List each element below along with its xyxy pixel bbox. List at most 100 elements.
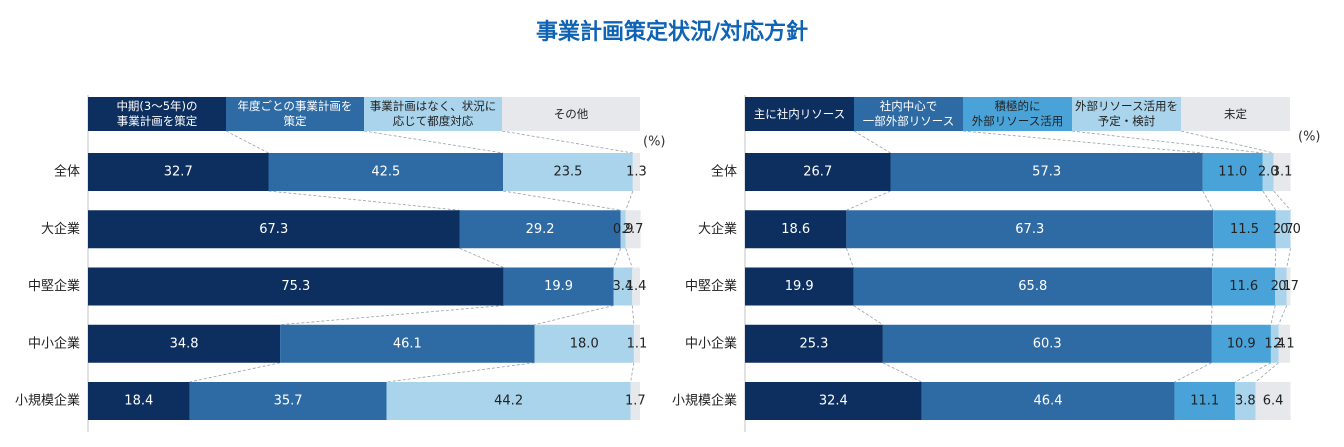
connector — [1071, 130, 1263, 154]
page-title: 事業計画策定状況/対応方針 — [535, 20, 809, 45]
category-label: 全体 — [54, 164, 80, 180]
bar-segment — [1202, 153, 1263, 191]
connector — [1274, 248, 1277, 268]
legend-item: 中期(3～5年)の 事業計画を策定 — [88, 97, 226, 131]
value-label: 11.1 — [1190, 394, 1219, 409]
connector — [501, 130, 633, 154]
value-label: 23.5 — [553, 165, 582, 180]
bar-segment — [189, 382, 387, 420]
category-label: 小規模企業 — [15, 393, 80, 409]
connector — [853, 305, 884, 326]
bar-segment — [613, 267, 633, 306]
value-label: 32.7 — [164, 165, 193, 180]
connector — [189, 362, 281, 383]
bar-segment — [1211, 324, 1271, 363]
bar-segment — [1174, 382, 1235, 420]
value-label: 0.0 — [1280, 222, 1301, 237]
connector — [625, 248, 633, 268]
bar-segment — [1270, 324, 1279, 363]
value-label: 1.3 — [626, 165, 647, 180]
category-label: 全体 — [711, 164, 737, 180]
legend-item: 未定 — [1181, 97, 1290, 131]
connector — [1270, 305, 1276, 325]
value-label: 29.2 — [526, 222, 555, 237]
bar-segment — [882, 324, 1212, 363]
legend-item: その他 — [502, 97, 640, 131]
value-label: 67.3 — [1015, 222, 1044, 237]
bar-segment — [280, 324, 535, 363]
bar-segment — [503, 153, 633, 191]
bar-segment — [386, 382, 631, 420]
value-label: 57.3 — [1032, 165, 1061, 180]
value-label: 19.9 — [544, 279, 573, 294]
bar-segment — [745, 153, 891, 191]
bar-segment — [88, 267, 504, 306]
bar-segment — [745, 210, 847, 249]
category-label: 中小企業 — [28, 335, 80, 351]
value-label: 35.7 — [274, 394, 303, 409]
value-label: 1.7 — [625, 394, 646, 409]
connector — [1262, 190, 1277, 211]
value-label: 11.5 — [1230, 222, 1259, 237]
value-label: 2.7 — [1273, 222, 1294, 237]
bar-segment — [1273, 153, 1291, 191]
legend-item: 社内中心で 一部外部リソース — [854, 97, 963, 131]
legend-item: 事業計画はなく、状況に 応じて都度対応 — [364, 97, 502, 131]
connector — [459, 247, 504, 268]
connector — [630, 362, 635, 383]
bar-segment — [632, 153, 640, 191]
value-label: 11.6 — [1229, 279, 1258, 294]
bar-segment — [503, 267, 614, 306]
bar-segment — [1278, 324, 1290, 363]
connector — [1174, 362, 1212, 383]
connector — [1255, 362, 1279, 383]
value-label: 75.3 — [281, 279, 310, 294]
bar-segment — [625, 210, 641, 249]
bar-segment — [1275, 210, 1291, 249]
value-label: 6.4 — [1263, 394, 1284, 409]
value-label: 18.4 — [124, 394, 153, 409]
connector — [1202, 190, 1214, 211]
value-label: 10.9 — [1227, 336, 1256, 351]
bar-segment — [630, 382, 640, 420]
bar-segment — [890, 153, 1203, 191]
value-label: 25.3 — [799, 336, 828, 351]
connector — [631, 305, 635, 325]
legend-item: 積極的に 外部リソース活用 — [963, 97, 1072, 131]
connector — [1180, 130, 1274, 154]
bar-segment — [88, 324, 281, 363]
value-label: 0.9 — [613, 222, 634, 237]
bar-segment — [459, 210, 621, 249]
connector — [1278, 305, 1288, 325]
value-label: 46.4 — [1034, 394, 1063, 409]
connector — [882, 362, 922, 383]
connector — [613, 248, 622, 268]
bar-segment — [846, 210, 1214, 249]
connector — [280, 305, 504, 326]
value-label: 34.8 — [170, 336, 199, 351]
value-label: 2.0 — [1258, 165, 1279, 180]
connector — [363, 130, 504, 154]
connector — [1273, 190, 1291, 211]
connector — [853, 130, 891, 154]
value-label: 32.4 — [819, 394, 848, 409]
unit-label: (%) — [643, 135, 666, 150]
bar-segment — [1255, 382, 1291, 420]
value-label: 46.1 — [393, 336, 422, 351]
connector — [845, 248, 854, 268]
connector — [1211, 305, 1213, 325]
bar-segment — [633, 324, 640, 363]
value-label: 1.1 — [627, 336, 648, 351]
value-label: 3.4 — [613, 279, 634, 294]
value-label: 3.8 — [1235, 394, 1256, 409]
bar-segment — [1213, 210, 1276, 249]
value-label: 11.0 — [1218, 165, 1247, 180]
bar-segment — [1286, 267, 1291, 306]
connector — [1286, 248, 1291, 268]
bar-segment — [745, 382, 922, 420]
bar-segment — [1234, 382, 1256, 420]
connector — [1211, 248, 1214, 268]
value-label: 1.4 — [626, 279, 647, 294]
value-label: 1.4 — [1264, 336, 1285, 351]
